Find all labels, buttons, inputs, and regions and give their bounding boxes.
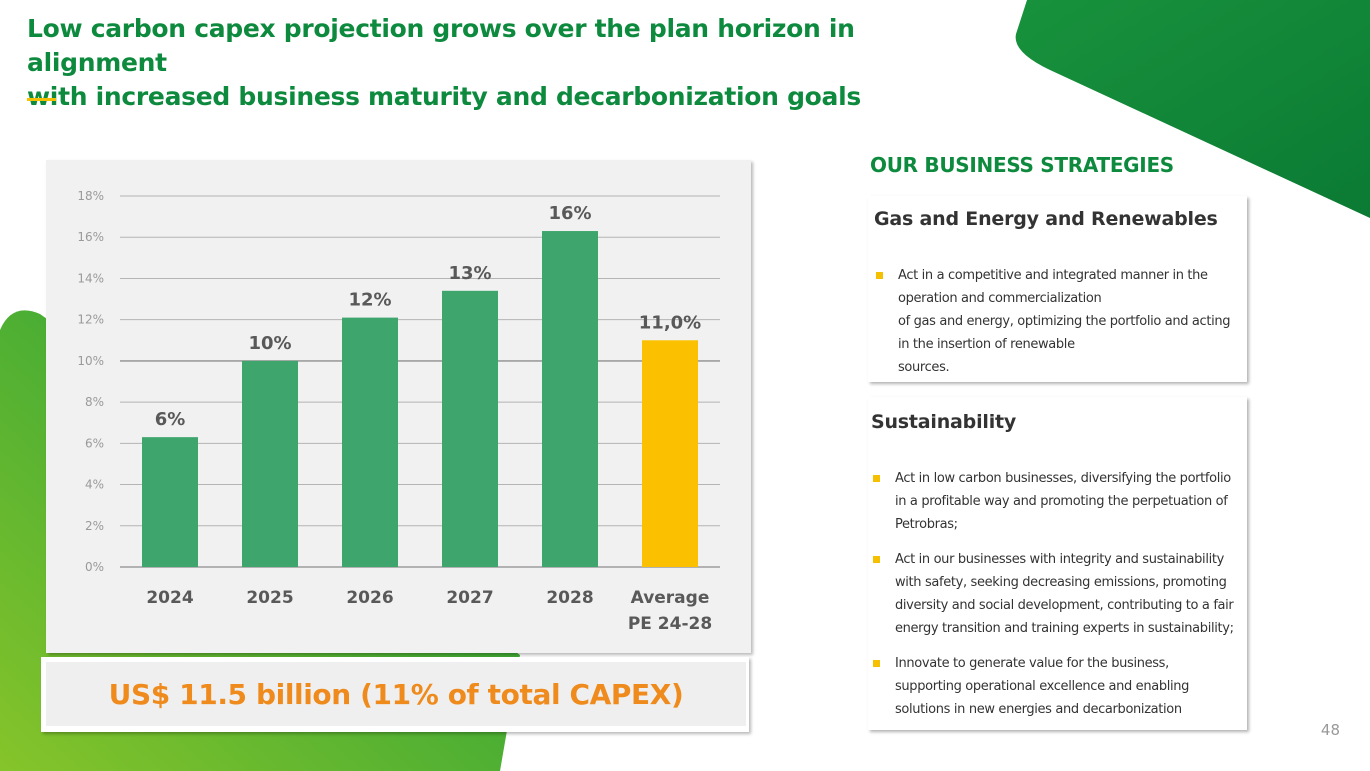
square-bullet-icon bbox=[876, 272, 883, 279]
strategies-heading: OUR BUSINESS STRATEGIES bbox=[870, 153, 1174, 177]
bullet-line: Petrobras; bbox=[895, 517, 958, 532]
x-tick-label: 2026 bbox=[346, 588, 393, 608]
bullet-line: Act in our businesses with integrity and… bbox=[895, 552, 1224, 567]
bullet-line: operation and commercialization bbox=[898, 291, 1102, 306]
capex-chart-panel: 0% 2% 4% 6% 8% 10% 12% 14% 16% 18% 6% 2024 10% 2025 12… bbox=[46, 160, 751, 653]
x-tick-label: PE 24-28 bbox=[628, 614, 712, 634]
strategy-bullet-list: Act in low carbon businesses, diversifyi… bbox=[871, 467, 1241, 733]
top-right-green-shape bbox=[1015, 0, 1370, 218]
bullet-line: solutions in new energies and decarboniz… bbox=[895, 702, 1182, 717]
square-bullet-icon bbox=[873, 475, 880, 482]
square-bullet-icon bbox=[873, 556, 880, 563]
x-tick-label: 2025 bbox=[246, 588, 293, 608]
page-title-line-1: Low carbon capex projection grows over t… bbox=[27, 14, 855, 77]
total-capex-text: US$ 11.5 billion (11% of total CAPEX) bbox=[108, 677, 684, 711]
x-tick-label: Average bbox=[631, 588, 710, 608]
bar bbox=[542, 231, 598, 567]
page-title: Low carbon capex projection grows over t… bbox=[27, 12, 967, 114]
y-tick-label: 8% bbox=[85, 395, 104, 409]
bar-value-label: 13% bbox=[448, 263, 491, 284]
title-accent-line bbox=[27, 98, 56, 101]
bar bbox=[142, 437, 198, 567]
x-tick-label: 2024 bbox=[146, 588, 193, 608]
y-tick-label: 10% bbox=[77, 354, 104, 368]
bullet-line: in the insertion of renewable bbox=[898, 337, 1075, 352]
y-tick-label: 0% bbox=[85, 560, 104, 574]
bullet-line: sources. bbox=[898, 360, 950, 375]
y-tick-label: 6% bbox=[85, 436, 104, 450]
y-tick-label: 18% bbox=[77, 189, 104, 203]
strategy-bullet: Innovate to generate value for the busin… bbox=[871, 652, 1241, 721]
bullet-line: diversity and social development, contri… bbox=[895, 598, 1234, 613]
total-capex-box: US$ 11.5 billion (11% of total CAPEX) bbox=[41, 657, 749, 732]
bar bbox=[442, 290, 498, 567]
bullet-line: in a profitable way and promoting the pe… bbox=[895, 494, 1228, 509]
capex-bar-chart: 0% 2% 4% 6% 8% 10% 12% 14% 16% 18% 6% 2024 10% 2025 12… bbox=[77, 189, 720, 634]
strategy-bullet: Act in low carbon businesses, diversifyi… bbox=[871, 467, 1241, 536]
strategy-bullet: Act in our businesses with integrity and… bbox=[871, 548, 1241, 640]
bar bbox=[242, 360, 298, 567]
square-bullet-icon bbox=[873, 660, 880, 667]
strategy-card-gas-energy: Gas and Energy and Renewables Act in a c… bbox=[868, 196, 1247, 382]
y-tick-label: 14% bbox=[77, 271, 104, 285]
bar-value-label: 16% bbox=[548, 203, 591, 224]
page-title-line-2: with increased business maturity and dec… bbox=[27, 82, 861, 111]
strategy-bullet: Act in a competitive and integrated mann… bbox=[874, 264, 1242, 379]
bullet-line: Act in a competitive and integrated mann… bbox=[898, 268, 1208, 283]
bullet-line: Act in low carbon businesses, diversifyi… bbox=[895, 471, 1231, 486]
average-bar bbox=[642, 340, 698, 567]
y-tick-label: 12% bbox=[77, 313, 104, 327]
bullet-line: with safety, seeking decreasing emission… bbox=[895, 575, 1227, 590]
y-tick-label: 16% bbox=[77, 230, 104, 244]
strategy-card-sustainability: Sustainability Act in low carbon busines… bbox=[868, 397, 1247, 730]
bar bbox=[342, 317, 398, 567]
strategy-card-title: Sustainability bbox=[871, 411, 1017, 433]
page-number: 48 bbox=[1320, 721, 1340, 739]
strategy-bullet-list: Act in a competitive and integrated mann… bbox=[874, 264, 1242, 391]
bullet-line: energy transition and training experts i… bbox=[895, 621, 1234, 636]
total-capex-inner: US$ 11.5 billion (11% of total CAPEX) bbox=[46, 662, 746, 726]
bar-value-label: 6% bbox=[155, 409, 186, 430]
bullet-line: of gas and energy, optimizing the portfo… bbox=[898, 314, 1231, 329]
bar-value-label: 10% bbox=[248, 333, 291, 354]
y-tick-label: 2% bbox=[85, 519, 104, 533]
strategy-card-title: Gas and Energy and Renewables bbox=[874, 208, 1218, 230]
x-tick-label: 2028 bbox=[546, 588, 593, 608]
y-tick-label: 4% bbox=[85, 478, 104, 492]
bar-value-label: 11,0% bbox=[639, 312, 701, 333]
x-tick-label: 2027 bbox=[446, 588, 493, 608]
bar-value-label: 12% bbox=[348, 290, 391, 311]
bullet-line: supporting operational excellence and en… bbox=[895, 679, 1190, 694]
bullet-line: Innovate to generate value for the busin… bbox=[895, 656, 1169, 671]
